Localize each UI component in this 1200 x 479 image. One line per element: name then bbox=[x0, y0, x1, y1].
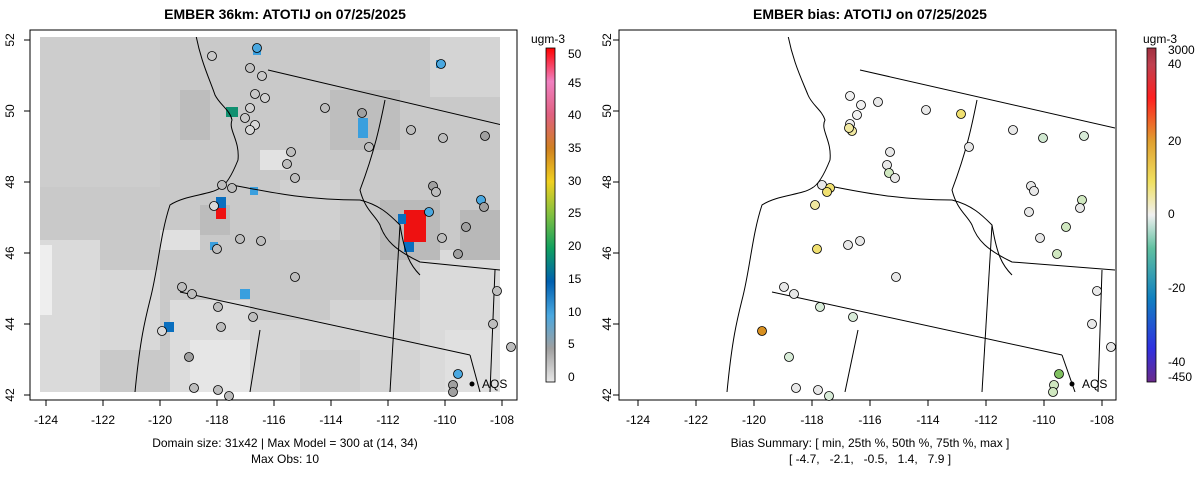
right-x-tick: -122 bbox=[684, 413, 708, 427]
right-colorbar-ticks: 3000 40 20 0 -20 -40 -450 bbox=[1168, 43, 1195, 384]
right-x-tick: -112 bbox=[974, 413, 997, 427]
left-colorbar-tick: 25 bbox=[568, 206, 582, 220]
right-map-title: EMBER bias: ATOTIJ on 07/25/2025 bbox=[753, 6, 987, 22]
left-colorbar-tick: 50 bbox=[568, 47, 582, 61]
left-colorbar-tick: 30 bbox=[568, 174, 582, 188]
right-caption-bias-summary: Bias Summary: [ min, 25th %, 50th %, 75t… bbox=[730, 436, 1010, 450]
right-bias-sites bbox=[757, 91, 1116, 401]
left-aqs-sites bbox=[157, 43, 516, 401]
right-y-tick: 44 bbox=[600, 317, 614, 331]
right-y-tick: 48 bbox=[600, 175, 614, 189]
left-colorbar-tick: 10 bbox=[568, 305, 582, 319]
left-y-tick: 46 bbox=[3, 246, 17, 260]
right-x-tick: -114 bbox=[916, 413, 939, 427]
right-colorbar bbox=[1146, 47, 1157, 383]
left-map-panel: AQS -124 -122 -120 -118 -116 -114 -112 -… bbox=[3, 29, 582, 427]
left-x-tick: -122 bbox=[91, 413, 115, 427]
left-y-axis: 42 44 46 48 50 52 bbox=[3, 33, 17, 402]
left-aqs-legend-label: AQS bbox=[482, 377, 507, 391]
right-y-axis: 42 44 46 48 50 52 bbox=[600, 33, 614, 402]
left-legend-unit: ugm-3 bbox=[531, 32, 566, 46]
left-colorbar bbox=[545, 47, 556, 383]
right-x-tick: -110 bbox=[1032, 413, 1055, 427]
right-y-tick: 52 bbox=[600, 33, 614, 47]
right-colorbar-tick: -20 bbox=[1168, 281, 1186, 295]
left-x-tick: -124 bbox=[34, 413, 58, 427]
right-colorbar-tick: -40 bbox=[1168, 355, 1186, 369]
right-x-tick: -118 bbox=[800, 413, 823, 427]
right-colorbar-tick: 40 bbox=[1168, 57, 1182, 71]
left-colorbar-tick: 15 bbox=[568, 272, 582, 286]
right-x-axis: -124 -122 -120 -118 -116 -114 -112 -110 … bbox=[626, 413, 1114, 427]
right-caption-bias-values: [ -4.7, -2.1, -0.5, 1.4, 7.9 ] bbox=[788, 452, 952, 466]
right-x-tick: -108 bbox=[1090, 413, 1114, 427]
left-y-tick: 44 bbox=[3, 317, 17, 331]
right-y-tick: 42 bbox=[600, 388, 614, 402]
right-map-panel: AQS -124 -122 -120 -118 -116 -114 -112 -… bbox=[600, 29, 1195, 427]
left-y-tick: 52 bbox=[3, 33, 17, 47]
right-y-tick: 46 bbox=[600, 246, 614, 260]
left-colorbar-tick: 5 bbox=[568, 337, 575, 351]
right-legend-unit: ugm-3 bbox=[1143, 32, 1178, 46]
left-y-tick: 42 bbox=[3, 388, 17, 402]
left-colorbar-tick: 0 bbox=[568, 370, 575, 384]
left-x-tick: -114 bbox=[319, 413, 342, 427]
right-aqs-legend-label: AQS bbox=[1082, 377, 1107, 391]
right-colorbar-tick: 20 bbox=[1168, 134, 1182, 148]
left-caption-max-obs: Max Obs: 10 bbox=[250, 452, 320, 466]
left-model-grid bbox=[40, 37, 500, 392]
right-x-tick: -120 bbox=[742, 413, 766, 427]
left-aqs-legend-dot bbox=[469, 381, 475, 387]
right-colorbar-tick: 0 bbox=[1168, 207, 1175, 221]
right-colorbar-tick: 3000 bbox=[1168, 43, 1195, 57]
left-y-tick: 48 bbox=[3, 175, 17, 189]
hotspot-red-west bbox=[216, 208, 226, 219]
right-x-tick: -116 bbox=[858, 413, 881, 427]
left-x-tick: -116 bbox=[262, 413, 285, 427]
right-x-tick-marks bbox=[613, 39, 1103, 406]
left-caption-domain: Domain size: 31x42 | Max Model = 300 at … bbox=[152, 436, 418, 450]
left-colorbar-ticks: 0 5 10 15 20 25 30 35 40 45 50 bbox=[568, 47, 582, 384]
right-y-tick: 50 bbox=[600, 104, 614, 118]
left-x-tick: -108 bbox=[490, 413, 514, 427]
left-x-axis: -124 -122 -120 -118 -116 -114 -112 -110 … bbox=[34, 413, 514, 427]
left-colorbar-tick: 45 bbox=[568, 76, 582, 90]
right-aqs-legend-dot bbox=[1069, 381, 1075, 387]
left-map-title: EMBER 36km: ATOTIJ on 07/25/2025 bbox=[164, 6, 406, 22]
left-x-tick: -112 bbox=[376, 413, 399, 427]
hotspot-green bbox=[226, 107, 238, 117]
left-map-boundaries bbox=[134, 37, 500, 392]
right-colorbar-tick: -450 bbox=[1168, 370, 1192, 384]
right-map-frame bbox=[618, 29, 1117, 401]
left-colorbar-tick: 20 bbox=[568, 239, 582, 253]
left-colorbar-tick: 40 bbox=[568, 108, 582, 122]
left-x-tick: -120 bbox=[148, 413, 172, 427]
right-x-tick: -124 bbox=[626, 413, 650, 427]
left-y-tick: 50 bbox=[3, 104, 17, 118]
left-colorbar-tick: 35 bbox=[568, 141, 582, 155]
left-x-tick-marks bbox=[24, 39, 503, 406]
left-x-tick: -110 bbox=[433, 413, 456, 427]
left-x-tick: -118 bbox=[205, 413, 228, 427]
